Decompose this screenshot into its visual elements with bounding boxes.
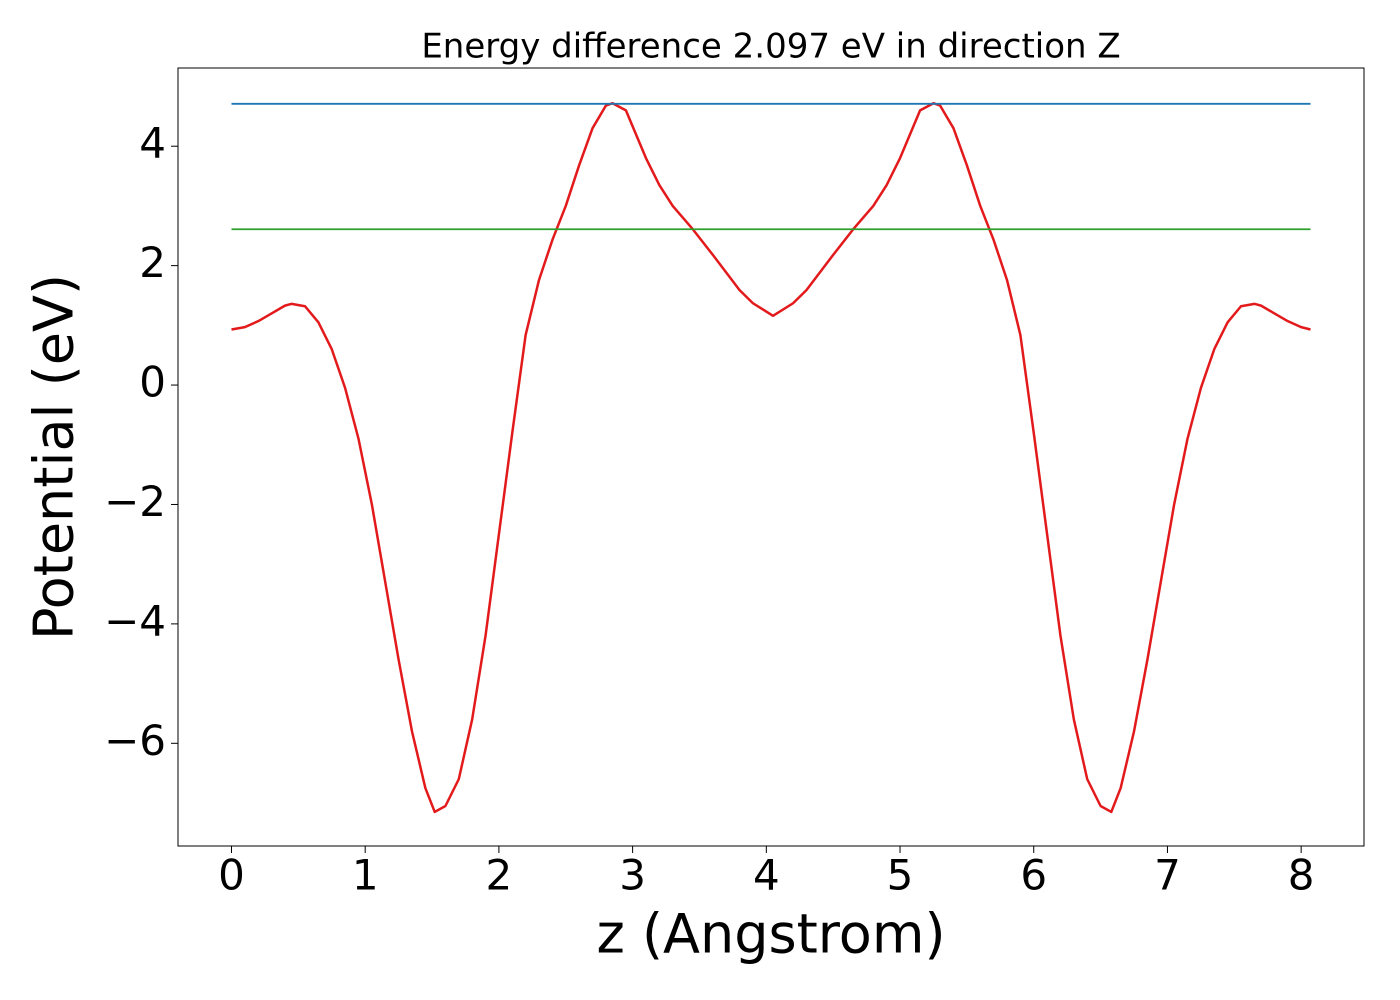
- x-tick-label: 4: [753, 851, 780, 900]
- y-tick-label: −6: [104, 716, 166, 765]
- x-tick-label: 8: [1288, 851, 1315, 900]
- x-tick-label: 1: [352, 851, 379, 900]
- x-tick-label: 2: [486, 851, 513, 900]
- x-tick-label: 0: [218, 851, 245, 900]
- plot-frame: [177, 67, 1365, 847]
- y-tick-label: 4: [139, 119, 166, 168]
- x-axis-label: z (Angstrom): [596, 903, 945, 966]
- x-tick-label: 6: [1020, 851, 1047, 900]
- y-tick-label: 0: [139, 358, 166, 407]
- x-tick-label: 3: [619, 851, 646, 900]
- y-tick-label: −4: [104, 596, 166, 645]
- y-axis-label: Potential (eV): [23, 274, 86, 640]
- x-tick-label: 7: [1154, 851, 1181, 900]
- y-tick-label: 2: [139, 238, 166, 287]
- data-line: [231, 101, 1311, 814]
- x-tick-label: 5: [887, 851, 914, 900]
- y-tick-label: −2: [104, 477, 166, 526]
- chart-title: Energy difference 2.097 eV in direction …: [421, 27, 1120, 67]
